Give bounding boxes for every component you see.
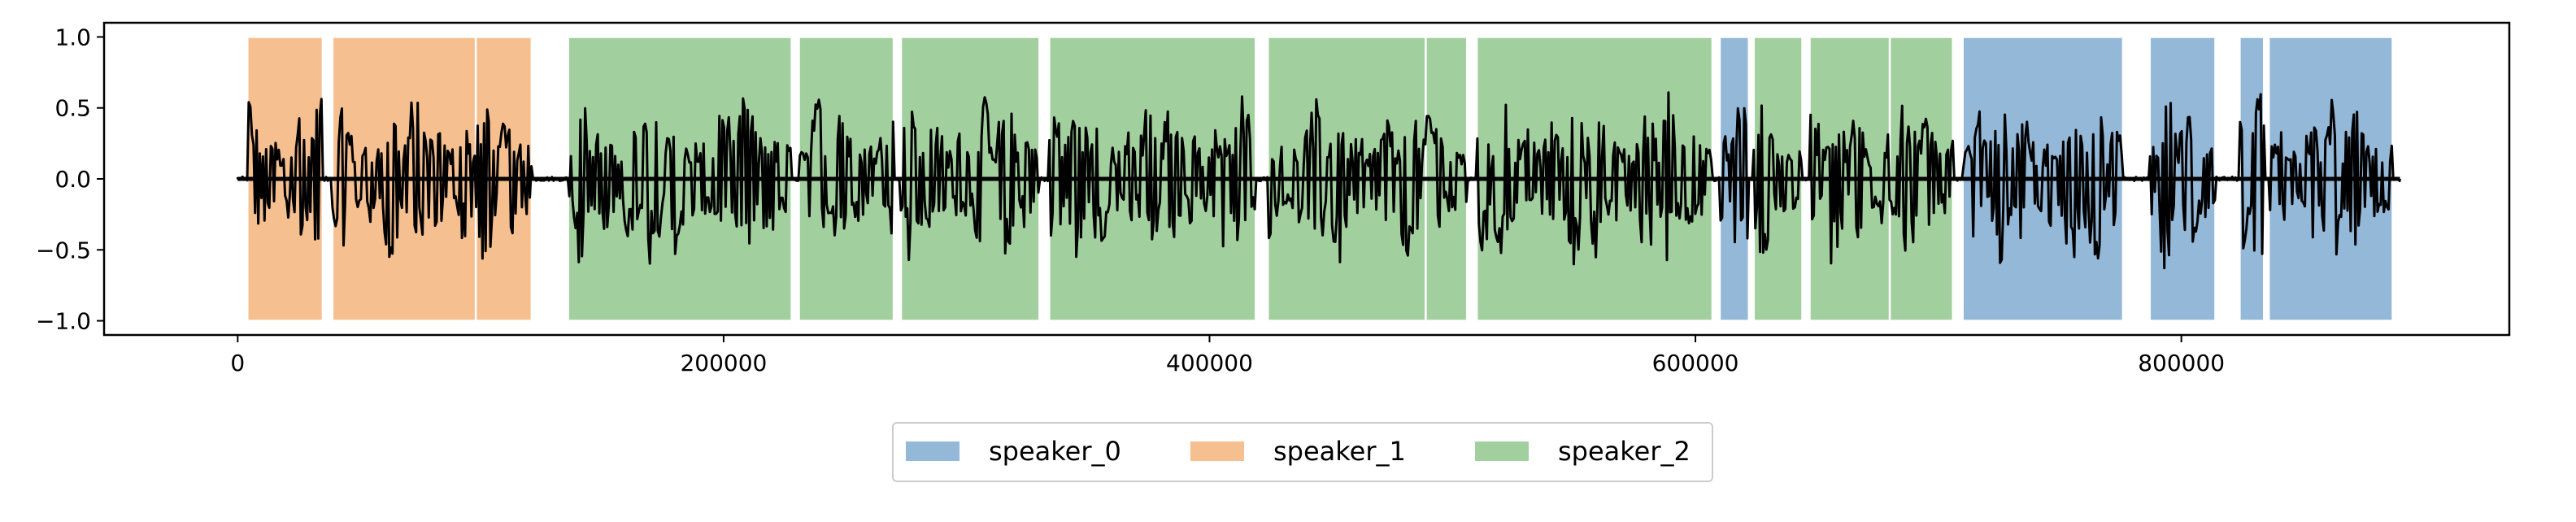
ytick-label: 0.0	[54, 166, 91, 193]
ytick-label: 0.5	[54, 95, 91, 122]
legend-swatch-speaker_1	[1190, 442, 1244, 461]
xtick-label: 0	[230, 350, 245, 376]
ytick-label: −1.0	[36, 308, 91, 335]
xtick-label: 600000	[1652, 350, 1739, 376]
xtick-label: 800000	[2138, 350, 2225, 376]
waveform-line	[236, 91, 2402, 270]
xtick-label: 400000	[1166, 350, 1253, 376]
legend-label-speaker_1: speaker_1	[1273, 436, 1406, 467]
legend-swatch-speaker_2	[1475, 442, 1529, 461]
legend-label-speaker_2: speaker_2	[1558, 436, 1690, 467]
y-axis: 1.0 0.5 0.0 −0.5 −1.0	[36, 24, 104, 335]
x-axis: 0 200000 400000 600000 800000	[230, 335, 2225, 376]
legend: speaker_0 speaker_1 speaker_2	[892, 422, 1713, 482]
ytick-label: 1.0	[54, 24, 91, 50]
audio-waveform	[236, 91, 2402, 270]
legend-swatch-speaker_0	[906, 442, 959, 461]
ytick-label: −0.5	[36, 237, 91, 263]
xtick-label: 200000	[680, 350, 767, 376]
legend-box	[892, 422, 1713, 482]
legend-label-speaker_0: speaker_0	[989, 436, 1121, 467]
